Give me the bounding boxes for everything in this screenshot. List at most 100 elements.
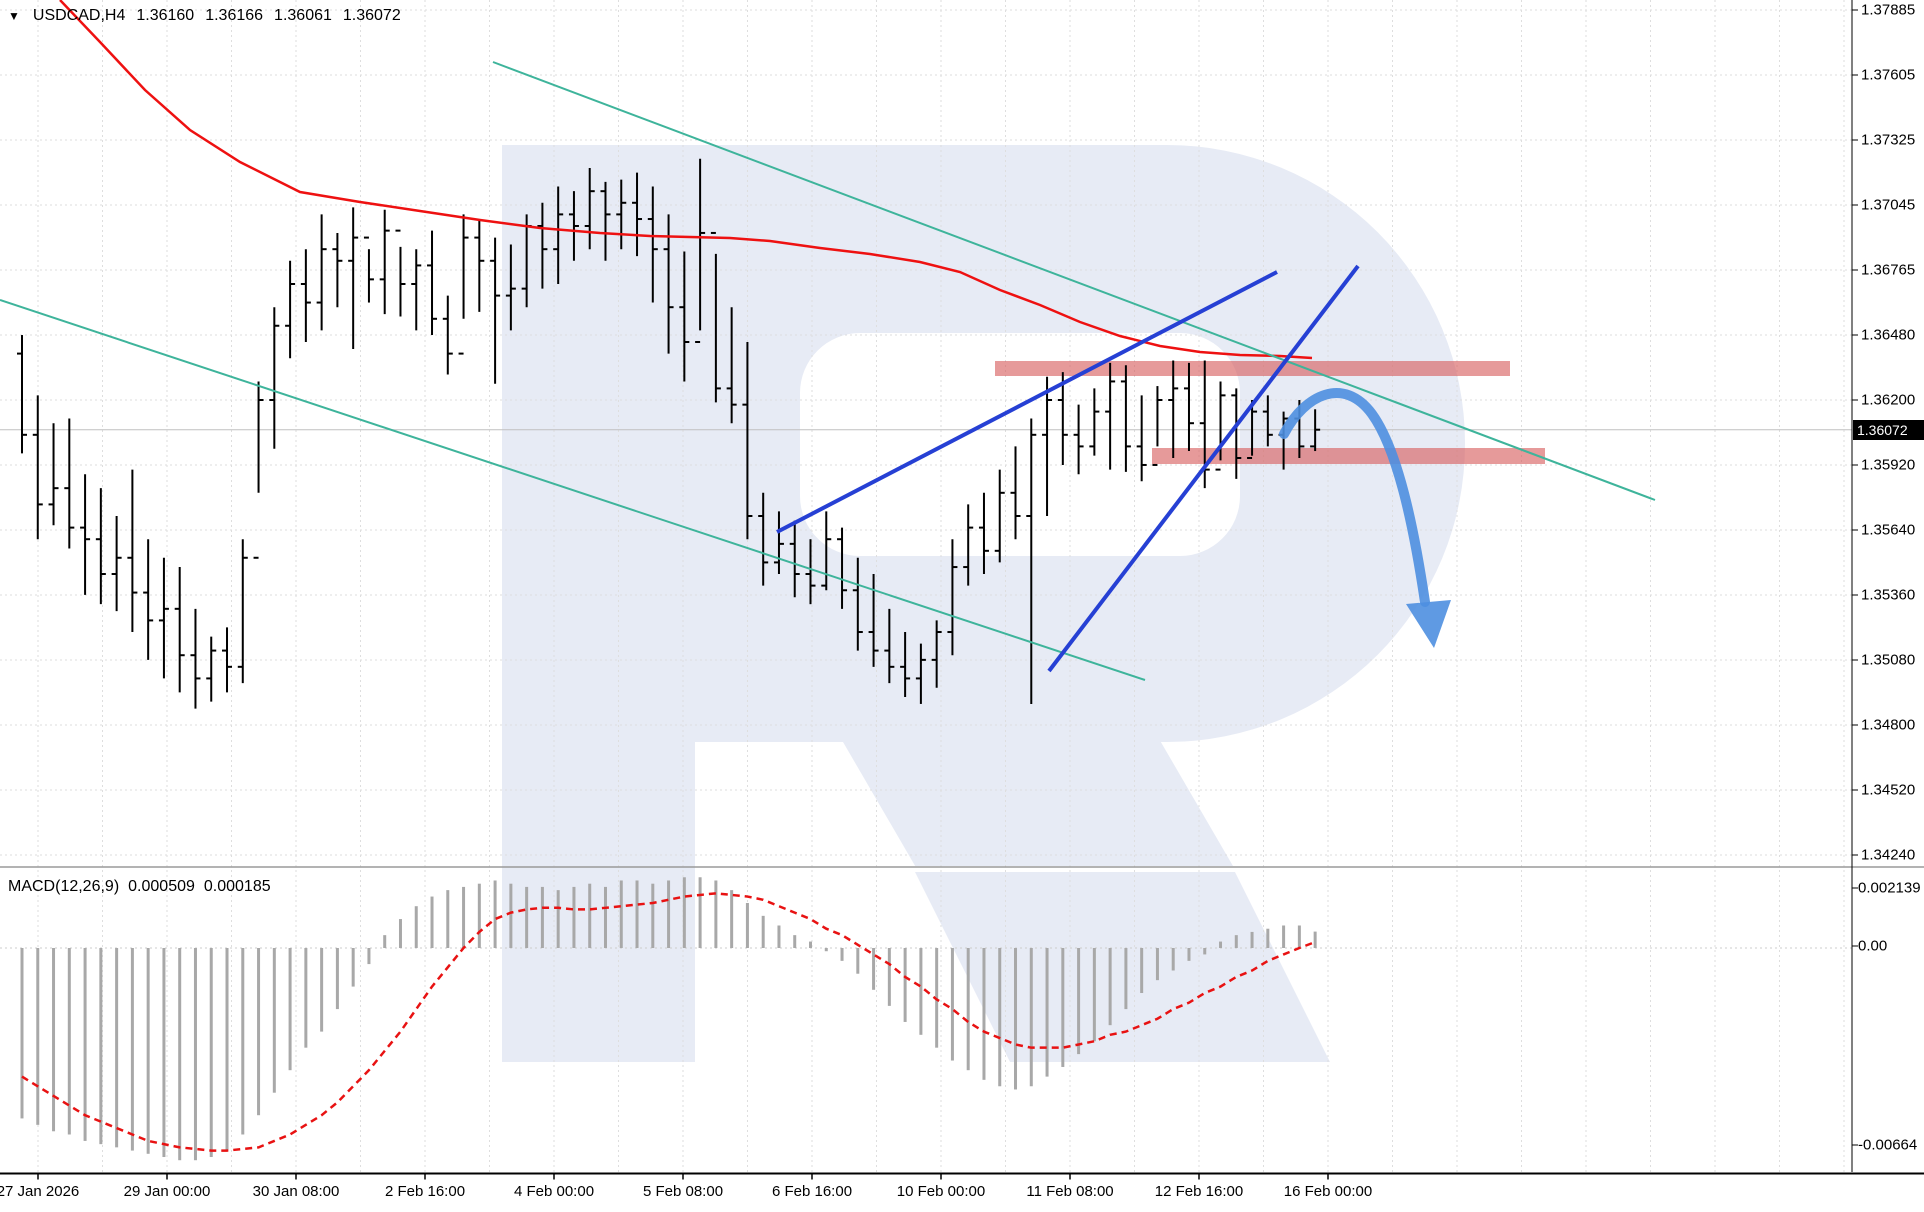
macd-histogram-bar — [651, 883, 655, 948]
macd-histogram-bar — [383, 935, 387, 948]
macd-histogram-bar — [619, 880, 623, 948]
watermark-logo-leg — [843, 742, 1233, 866]
macd-histogram-bar — [903, 948, 907, 1022]
price-axis-label: 1.36200 — [1861, 391, 1916, 409]
time-axis-label: 4 Feb 00:00 — [513, 1183, 595, 1200]
macd-histogram-bar — [414, 906, 418, 948]
time-axis-label: 11 Feb 08:00 — [1026, 1183, 1114, 1200]
macd-histogram-bar — [1124, 948, 1128, 1010]
macd-histogram-bar — [761, 915, 765, 948]
channel-trendline[interactable] — [0, 299, 1146, 681]
macd-histogram-bar — [83, 948, 87, 1141]
macd-histogram-bar — [1282, 925, 1286, 948]
macd-histogram-bar — [525, 886, 529, 948]
macd-histogram-bar — [320, 948, 324, 1032]
macd-histogram-bar — [335, 948, 339, 1010]
macd-histogram-bar — [304, 948, 308, 1048]
macd-histogram-bar — [572, 886, 576, 948]
symbol-dropdown-icon[interactable]: ▼ — [8, 9, 20, 23]
macd-histogram-bar — [887, 948, 891, 1006]
macd-histogram-bar — [1203, 948, 1207, 955]
macd-histogram-bar — [367, 948, 371, 965]
macd-name: MACD(12,26,9) — [8, 878, 120, 895]
macd-histogram-bar — [919, 948, 923, 1035]
macd-histogram-bar — [824, 948, 828, 952]
blue-trendline[interactable] — [776, 270, 1278, 534]
moving-average-line — [59, 0, 1313, 360]
price-axis-label: 1.34800 — [1861, 716, 1916, 734]
macd-signal-value: 0.000185 — [203, 878, 271, 895]
macd-histogram-bar — [257, 948, 261, 1116]
macd-histogram-bar — [1187, 948, 1191, 961]
macd-histogram-bar — [588, 883, 592, 948]
macd-histogram-bar — [1155, 948, 1159, 981]
macd-axis-label: -0.00664 — [1858, 1136, 1918, 1154]
ohlc-open: 1.36160 — [136, 7, 195, 24]
macd-histogram-bar — [288, 948, 292, 1071]
macd-histogram-bar — [966, 948, 970, 1071]
macd-histogram-bar — [809, 941, 812, 948]
macd-histogram-bar — [730, 890, 734, 948]
ohlc-high: 1.36166 — [205, 7, 264, 24]
macd-histogram-bar — [52, 948, 56, 1132]
time-axis-label: 6 Feb 16:00 — [771, 1183, 853, 1200]
price-axis-label: 1.35080 — [1861, 651, 1916, 669]
macd-histogram-bar — [193, 948, 197, 1161]
macd-histogram-bar — [67, 948, 71, 1135]
price-axis-label: 1.34520 — [1861, 781, 1916, 799]
macd-histogram-bar — [793, 935, 797, 948]
time-axis-label: 16 Feb 00:00 — [1283, 1183, 1373, 1200]
forecast-arrow[interactable] — [1279, 388, 1430, 607]
price-axis-label: 1.37605 — [1861, 66, 1916, 84]
macd-histogram-bar — [603, 886, 607, 948]
price-axis-label: 1.37045 — [1861, 196, 1916, 214]
time-axis-label: 2 Feb 16:00 — [384, 1183, 466, 1200]
macd-histogram-bar — [146, 948, 150, 1154]
macd-histogram-bar — [745, 902, 749, 948]
macd-histogram-bar — [667, 880, 671, 948]
macd-histogram-bar — [130, 948, 134, 1151]
blue-trendline[interactable] — [1047, 264, 1360, 673]
ohlc-low: 1.36061 — [274, 7, 332, 24]
resistance-zone[interactable] — [1152, 448, 1545, 464]
macd-histogram-bar — [1029, 948, 1033, 1087]
macd-histogram-bar — [1108, 948, 1112, 1026]
ohlc-close: 1.36072 — [342, 7, 401, 24]
macd-histogram-bar — [1092, 948, 1096, 1042]
forecast-arrow-head[interactable] — [1406, 600, 1451, 648]
macd-histogram-bar — [99, 948, 103, 1145]
macd-indicator-label: MACD(12,26,9) 0.000509 0.000185 — [8, 878, 271, 896]
macd-histogram-bar — [1234, 935, 1238, 948]
resistance-zone[interactable] — [995, 361, 1510, 376]
time-axis-label: 29 Jan 00:00 — [123, 1183, 211, 1200]
channel-trendline[interactable] — [492, 61, 1656, 501]
macd-histogram-bar — [777, 925, 781, 948]
macd-histogram-bar — [840, 948, 844, 961]
macd-histogram-bar — [856, 948, 860, 974]
macd-axis-label: 0.00 — [1858, 937, 1888, 955]
macd-histogram-bar — [430, 896, 434, 948]
macd-histogram-bar — [493, 880, 497, 948]
time-axis-label: 30 Jan 08:00 — [252, 1183, 340, 1200]
macd-histogram-bar — [1045, 948, 1049, 1077]
macd-signal-line — [21, 892, 1316, 1152]
price-axis-label: 1.35360 — [1861, 586, 1916, 604]
macd-axis-label: 0.002139 — [1858, 879, 1921, 897]
price-axis-label: 1.34240 — [1861, 846, 1916, 864]
macd-histogram-bar — [509, 883, 513, 948]
time-axis-label: 12 Feb 16:00 — [1154, 1183, 1244, 1200]
macd-histogram-bar — [477, 883, 481, 948]
macd-histogram-bar — [209, 948, 213, 1158]
time-axis-label: 10 Feb 00:00 — [896, 1183, 986, 1200]
macd-histogram-bar — [1061, 948, 1065, 1067]
macd-histogram-bar — [462, 886, 466, 948]
macd-histogram-bar — [982, 948, 986, 1080]
symbol-period-label: USDCAD,H4 — [32, 7, 126, 24]
macd-histogram-bar — [351, 948, 355, 987]
time-axis-label: 27 Jan 2026 — [0, 1183, 80, 1200]
macd-histogram-bar — [398, 919, 402, 948]
macd-histogram-bar — [998, 948, 1002, 1087]
macd-histogram-bar — [115, 948, 119, 1148]
